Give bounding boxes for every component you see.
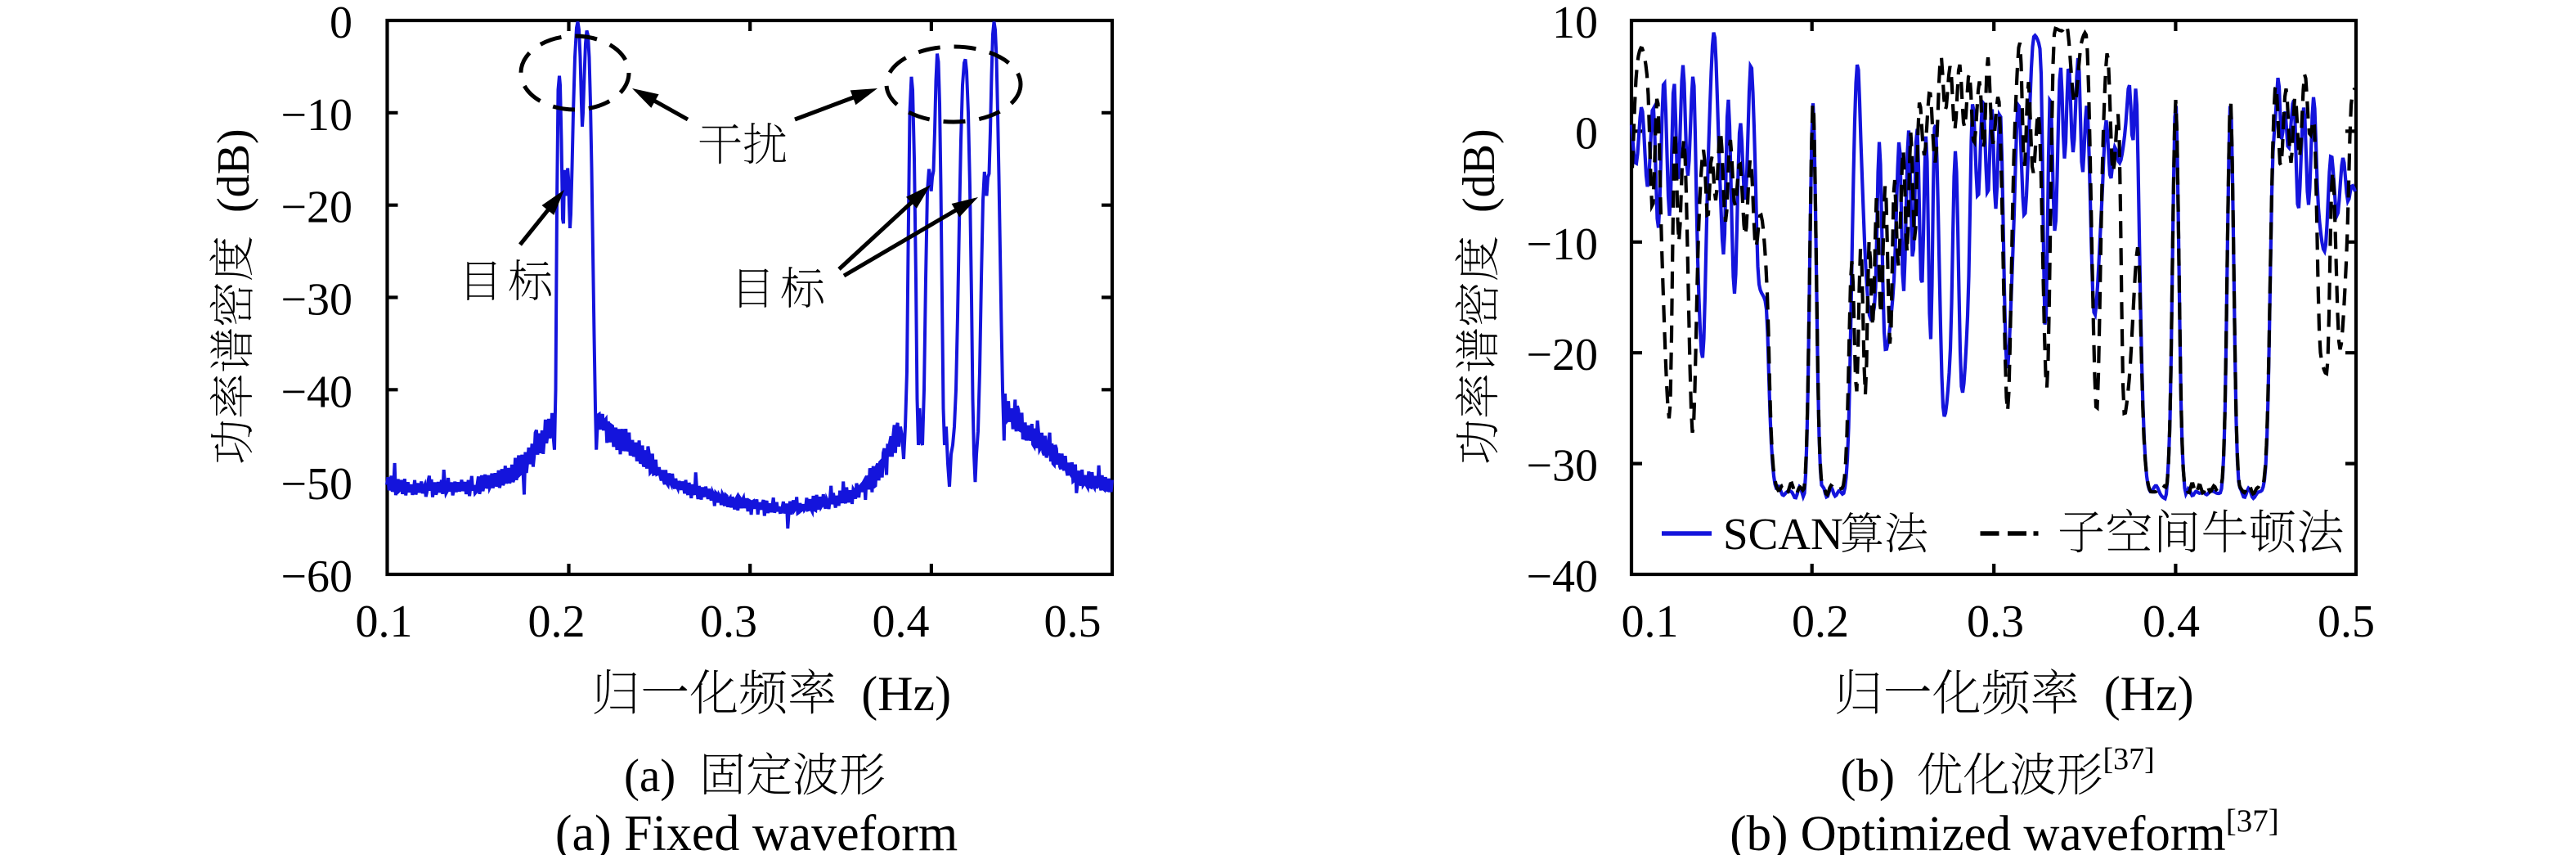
svg-text:0.4: 0.4 <box>873 596 930 647</box>
svg-text:(b) Optimized waveform[37]: (b) Optimized waveform[37] <box>1730 803 2278 855</box>
svg-text:−50: −50 <box>280 459 352 510</box>
svg-text:0.2: 0.2 <box>1792 596 1849 647</box>
svg-text:0: 0 <box>1575 108 1598 159</box>
svg-text:−10: −10 <box>280 90 352 141</box>
svg-text:0.1: 0.1 <box>356 596 413 647</box>
svg-text:0.5: 0.5 <box>2318 596 2375 647</box>
svg-text:(dB): (dB) <box>1454 128 1505 213</box>
svg-text:[37]: [37] <box>2103 742 2155 776</box>
svg-text:(Hz): (Hz) <box>861 667 951 721</box>
svg-text:(a): (a) <box>624 750 675 802</box>
svg-text:−40: −40 <box>1526 551 1598 602</box>
svg-text:0.3: 0.3 <box>1967 596 2024 647</box>
svg-text:(b): (b) <box>1841 750 1895 802</box>
svg-text:0.2: 0.2 <box>528 596 586 647</box>
svg-text:0.4: 0.4 <box>2143 596 2200 647</box>
svg-text:(dB): (dB) <box>209 128 259 213</box>
svg-text:0.5: 0.5 <box>1044 596 1102 647</box>
svg-text:0: 0 <box>330 0 352 48</box>
svg-text:(a) Fixed waveform: (a) Fixed waveform <box>555 806 958 855</box>
svg-text:(Hz): (Hz) <box>2104 667 2194 721</box>
svg-text:−30: −30 <box>280 275 352 326</box>
svg-text:0.3: 0.3 <box>700 596 757 647</box>
svg-text:SCAN: SCAN <box>1723 509 1843 559</box>
svg-text:10: 10 <box>1552 0 1598 48</box>
svg-text:−30: −30 <box>1526 441 1598 492</box>
svg-text:−20: −20 <box>280 182 352 233</box>
svg-text:−20: −20 <box>1526 330 1598 380</box>
svg-text:−60: −60 <box>280 551 352 602</box>
svg-text:−40: −40 <box>280 367 352 417</box>
svg-text:0.1: 0.1 <box>1622 596 1679 647</box>
svg-text:−10: −10 <box>1526 219 1598 270</box>
